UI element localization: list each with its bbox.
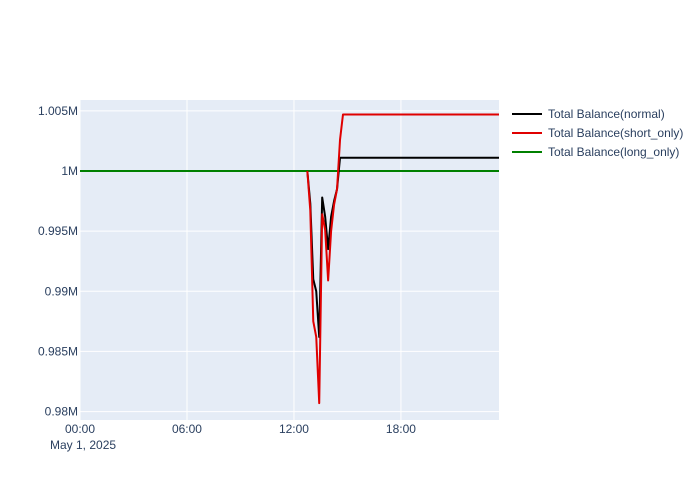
- x-tick-label: 06:00: [172, 422, 202, 436]
- y-tick-label: 0.985M: [38, 344, 78, 358]
- plot-background: [80, 100, 499, 420]
- y-tick-label: 1M: [61, 164, 78, 178]
- legend-label: Total Balance(short_only): [548, 126, 683, 140]
- y-tick-label: 1.005M: [38, 104, 78, 118]
- y-axis-ticks: 0.98M 0.985M 0.99M 0.995M 1M 1.005M: [38, 104, 78, 419]
- legend-item[interactable]: Total Balance(normal): [512, 107, 665, 121]
- y-tick-label: 0.99M: [45, 284, 78, 298]
- x-axis-ticks: 00:00 06:00 12:00 18:00: [65, 422, 416, 436]
- x-tick-label: 00:00: [65, 422, 95, 436]
- legend-label: Total Balance(long_only): [548, 145, 679, 159]
- series-line: [306, 113, 499, 405]
- y-tick-label: 0.995M: [38, 224, 78, 238]
- legend-item[interactable]: Total Balance(long_only): [512, 145, 679, 159]
- x-tick-label: 18:00: [386, 422, 416, 436]
- x-tick-label: 12:00: [279, 422, 309, 436]
- x-axis-date-label: May 1, 2025: [50, 438, 116, 452]
- legend-label: Total Balance(normal): [548, 107, 665, 121]
- legend: Total Balance(normal) Total Balance(short…: [512, 107, 683, 159]
- y-tick-label: 0.98M: [45, 405, 78, 419]
- legend-item[interactable]: Total Balance(short_only): [512, 126, 683, 140]
- series-lines: [80, 113, 499, 405]
